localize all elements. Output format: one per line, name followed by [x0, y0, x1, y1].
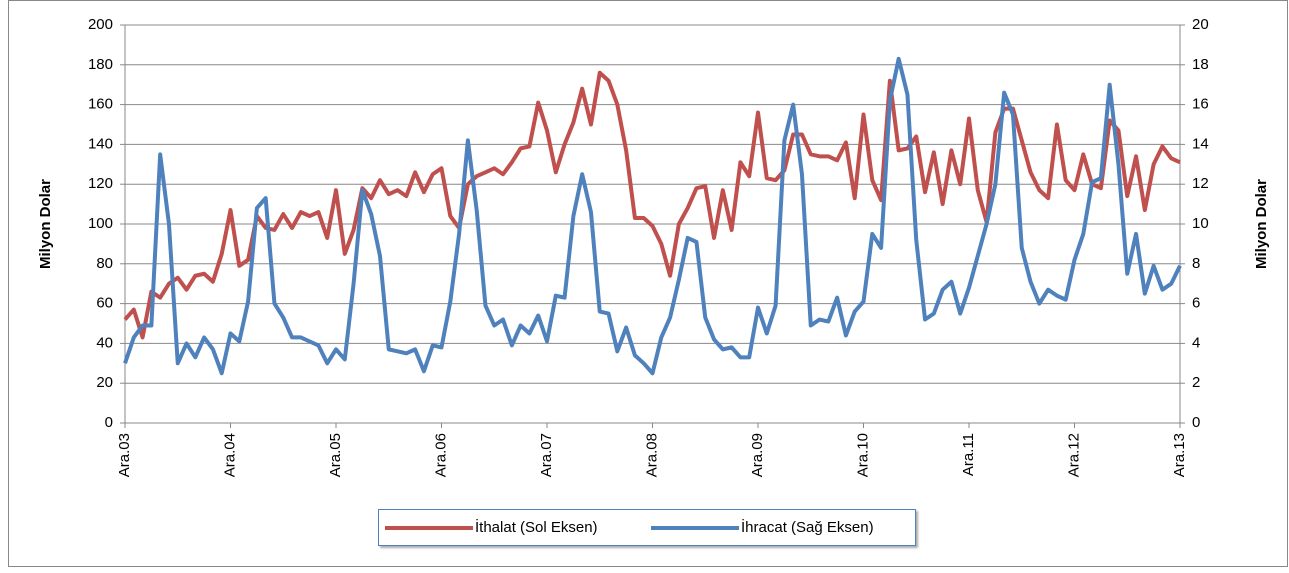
y2-tick-label: 8 [1192, 255, 1200, 272]
y-tick-label: 40 [96, 334, 113, 351]
y2-tick-label: 18 [1192, 56, 1209, 73]
y2-tick-label: 2 [1192, 374, 1200, 391]
y2-tick-label: 16 [1192, 96, 1209, 113]
y-tick-label: 60 [96, 295, 113, 312]
x-tick-label: Ara.10 [854, 433, 871, 477]
x-tick-label: Ara.07 [538, 433, 555, 477]
y2-tick-label: 10 [1192, 215, 1209, 232]
y-tick-label: 140 [88, 135, 113, 152]
x-tick-label: Ara.03 [116, 433, 133, 477]
y2-tick-label: 4 [1192, 334, 1200, 351]
y-tick-label: 100 [88, 215, 113, 232]
x-tick-label: Ara.05 [327, 433, 344, 477]
x-tick-label: Ara.11 [960, 433, 977, 476]
y-tick-label: 0 [105, 414, 113, 431]
y-tick-label: 80 [96, 255, 113, 272]
y-tick-label: 120 [88, 175, 113, 192]
legend-label: İthalat (Sol Eksen) [475, 518, 598, 536]
y-tick-label: 20 [96, 374, 113, 391]
x-tick-label: Ara.04 [221, 433, 238, 477]
y-tick-label: 180 [88, 56, 113, 73]
y2-tick-label: 20 [1192, 16, 1209, 33]
y2-tick-label: 14 [1192, 135, 1209, 152]
series-line [123, 56, 1182, 376]
legend-label: İhracat (Sağ Eksen) [741, 518, 874, 536]
x-tick-label: Ara.08 [643, 433, 660, 477]
x-tick-label: Ara.09 [749, 433, 766, 477]
y2-tick-label: 6 [1192, 295, 1200, 312]
y-tick-label: 160 [88, 96, 113, 113]
y-axis-label: Milyon Dolar [37, 179, 54, 269]
y-tick-label: 200 [88, 16, 113, 33]
x-tick-label: Ara.12 [1065, 433, 1082, 477]
x-tick-label: Ara.13 [1171, 433, 1188, 477]
chart-frame [8, 0, 1288, 567]
y2-axis-label: Milyon Dolar [1253, 179, 1270, 269]
y2-tick-label: 0 [1192, 414, 1200, 431]
y2-tick-label: 12 [1192, 175, 1209, 192]
x-tick-label: Ara.06 [432, 433, 449, 477]
